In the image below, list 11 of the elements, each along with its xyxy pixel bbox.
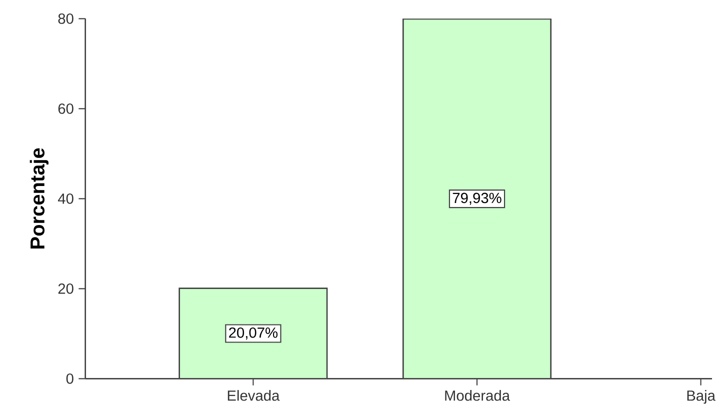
y-axis-title: Porcentaje xyxy=(30,148,48,249)
x-tick-label: Moderada xyxy=(445,390,510,401)
x-tick-label: Baja xyxy=(687,390,716,404)
y-tick-label: 80 xyxy=(58,14,74,24)
y-tick-label: 40 xyxy=(58,194,74,204)
x-tick-label: Elevada xyxy=(228,390,280,401)
data-label: 20,07% xyxy=(229,328,278,340)
y-tick-label: 0 xyxy=(66,374,74,384)
y-tick-label: 60 xyxy=(58,104,74,114)
data-label: 79,93% xyxy=(452,192,502,206)
y-tick-label: 20 xyxy=(58,284,74,294)
